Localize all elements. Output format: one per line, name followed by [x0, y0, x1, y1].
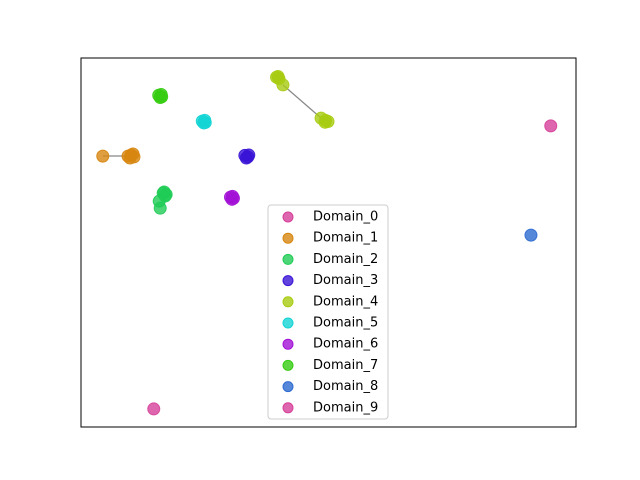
- legend-marker: [282, 296, 294, 308]
- legend-marker: [282, 359, 294, 371]
- legend-label: Domain_3: [313, 273, 378, 288]
- legend-label: Domain_8: [313, 379, 378, 394]
- legend-label: Domain_0: [313, 210, 378, 225]
- point: [96, 149, 110, 163]
- legend-marker: [282, 402, 294, 414]
- legend-marker: [282, 317, 294, 329]
- points: [96, 69, 558, 416]
- legend-marker: [282, 211, 294, 223]
- legend-marker: [282, 232, 294, 244]
- legend-box: [267, 204, 389, 420]
- point: [524, 228, 538, 242]
- legend-marker: [282, 381, 294, 393]
- legend-label: Domain_5: [313, 316, 378, 331]
- legend-marker: [282, 338, 294, 350]
- legend: Domain_0 Domain_1 Domain_2 Domain_3 Domain_4…: [267, 204, 389, 420]
- point: [147, 402, 161, 416]
- legend-label: Domain_1: [313, 231, 378, 246]
- point: [225, 189, 239, 203]
- legend-label: Domain_7: [313, 358, 378, 373]
- point: [153, 201, 167, 215]
- legend-label: Domain_2: [313, 252, 378, 267]
- point: [544, 119, 558, 133]
- connector: [282, 84, 322, 119]
- point: [239, 151, 253, 165]
- point: [276, 78, 290, 92]
- point: [154, 88, 168, 102]
- point: [198, 113, 212, 127]
- point: [126, 147, 140, 161]
- legend-marker: [282, 253, 294, 265]
- legend-label: Domain_4: [313, 294, 378, 309]
- legend-marker: [282, 275, 294, 287]
- point: [318, 115, 332, 129]
- legend-label: Domain_9: [313, 400, 378, 415]
- legend-label: Domain_6: [313, 337, 378, 352]
